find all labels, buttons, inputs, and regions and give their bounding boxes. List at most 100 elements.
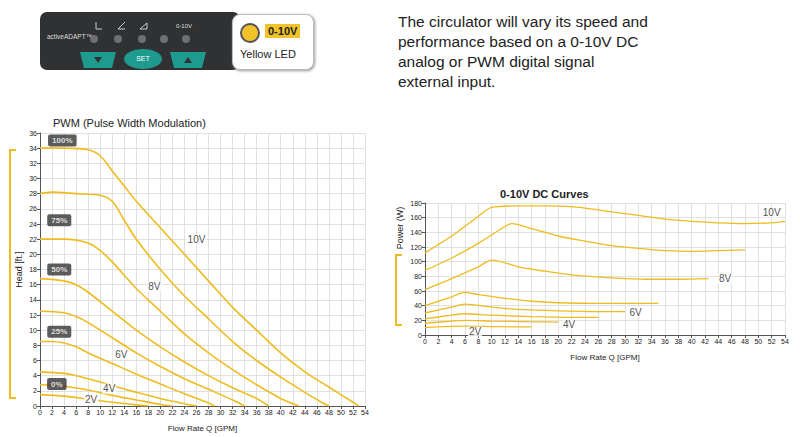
svg-text:10V: 10V [188, 234, 206, 245]
svg-text:30: 30 [217, 409, 225, 416]
svg-text:8: 8 [476, 338, 480, 345]
svg-text:32: 32 [229, 409, 237, 416]
svg-text:50%: 50% [51, 265, 67, 274]
svg-text:10: 10 [29, 327, 37, 334]
svg-text:22: 22 [568, 338, 576, 345]
svg-text:44: 44 [714, 338, 722, 345]
svg-text:24: 24 [181, 409, 189, 416]
svg-text:160: 160 [410, 214, 422, 221]
svg-text:Flow Rate Q [GPM]: Flow Rate Q [GPM] [168, 424, 237, 433]
svg-text:38: 38 [674, 338, 682, 345]
svg-text:26: 26 [594, 338, 602, 345]
svg-text:36: 36 [29, 130, 37, 137]
svg-text:20: 20 [29, 251, 37, 258]
svg-text:80: 80 [414, 273, 422, 280]
svg-text:50: 50 [754, 338, 762, 345]
svg-text:0: 0 [423, 338, 427, 345]
svg-text:48: 48 [741, 338, 749, 345]
svg-text:4: 4 [62, 409, 66, 416]
svg-text:6V: 6V [630, 307, 643, 318]
svg-text:0: 0 [33, 403, 37, 410]
svg-text:32: 32 [29, 160, 37, 167]
svg-text:20: 20 [554, 338, 562, 345]
svg-text:30: 30 [621, 338, 629, 345]
svg-text:42: 42 [289, 409, 297, 416]
svg-text:140: 140 [410, 229, 422, 236]
svg-text:8: 8 [33, 342, 37, 349]
svg-text:48: 48 [325, 409, 333, 416]
svg-text:2V: 2V [469, 326, 482, 337]
svg-text:12: 12 [108, 409, 116, 416]
svg-text:8V: 8V [148, 281, 161, 292]
svg-text:8V: 8V [719, 273, 732, 284]
svg-text:26: 26 [193, 409, 201, 416]
svg-text:10: 10 [488, 338, 496, 345]
svg-text:26: 26 [29, 205, 37, 212]
svg-text:20: 20 [156, 409, 164, 416]
svg-text:8: 8 [86, 409, 90, 416]
svg-text:12: 12 [29, 312, 37, 319]
svg-text:54: 54 [361, 409, 369, 416]
svg-text:PWM (Pulse Width Modulation): PWM (Pulse Width Modulation) [53, 117, 206, 129]
svg-text:0: 0 [38, 409, 42, 416]
svg-text:34: 34 [241, 409, 249, 416]
svg-text:40: 40 [414, 302, 422, 309]
svg-text:16: 16 [132, 409, 140, 416]
svg-text:6: 6 [74, 409, 78, 416]
svg-text:100: 100 [410, 258, 422, 265]
svg-text:22: 22 [169, 409, 177, 416]
svg-text:0: 0 [418, 332, 422, 339]
svg-text:22: 22 [29, 236, 37, 243]
svg-text:40: 40 [688, 338, 696, 345]
svg-text:18: 18 [541, 338, 549, 345]
svg-text:6: 6 [33, 357, 37, 364]
svg-text:25%: 25% [51, 327, 67, 336]
svg-text:46: 46 [313, 409, 321, 416]
svg-text:2V: 2V [85, 394, 98, 405]
svg-text:10V: 10V [763, 207, 781, 218]
svg-text:18: 18 [144, 409, 152, 416]
svg-text:10: 10 [96, 409, 104, 416]
svg-text:2: 2 [50, 409, 54, 416]
svg-text:4: 4 [33, 372, 37, 379]
svg-text:28: 28 [29, 190, 37, 197]
svg-text:52: 52 [349, 409, 357, 416]
svg-text:28: 28 [608, 338, 616, 345]
svg-text:2: 2 [33, 387, 37, 394]
svg-text:34: 34 [29, 145, 37, 152]
svg-text:50: 50 [337, 409, 345, 416]
svg-text:38: 38 [265, 409, 273, 416]
svg-text:14: 14 [514, 338, 522, 345]
svg-text:60: 60 [414, 288, 422, 295]
svg-text:36: 36 [661, 338, 669, 345]
svg-text:0-10V DC Curves: 0-10V DC Curves [500, 188, 589, 200]
svg-text:32: 32 [634, 338, 642, 345]
svg-text:4V: 4V [563, 319, 576, 330]
svg-text:14: 14 [29, 296, 37, 303]
svg-text:12: 12 [501, 338, 509, 345]
svg-text:2: 2 [436, 338, 440, 345]
svg-text:44: 44 [301, 409, 309, 416]
svg-text:0%: 0% [51, 380, 63, 389]
svg-text:4: 4 [450, 338, 454, 345]
svg-text:34: 34 [648, 338, 656, 345]
svg-text:16: 16 [29, 281, 37, 288]
svg-text:180: 180 [410, 200, 422, 207]
svg-text:6V: 6V [115, 349, 128, 360]
svg-text:16: 16 [528, 338, 536, 345]
svg-text:Flow Rate Q [GPM]: Flow Rate Q [GPM] [570, 353, 639, 362]
svg-text:42: 42 [701, 338, 709, 345]
svg-text:20: 20 [414, 317, 422, 324]
svg-text:52: 52 [768, 338, 776, 345]
svg-text:46: 46 [728, 338, 736, 345]
svg-text:100%: 100% [52, 136, 72, 145]
svg-text:54: 54 [781, 338, 789, 345]
svg-text:4V: 4V [103, 383, 116, 394]
svg-text:24: 24 [581, 338, 589, 345]
svg-text:30: 30 [29, 175, 37, 182]
svg-text:Power (W): Power (W) [395, 207, 405, 250]
svg-text:14: 14 [120, 409, 128, 416]
svg-text:18: 18 [29, 266, 37, 273]
svg-text:24: 24 [29, 221, 37, 228]
svg-text:75%: 75% [51, 216, 67, 225]
